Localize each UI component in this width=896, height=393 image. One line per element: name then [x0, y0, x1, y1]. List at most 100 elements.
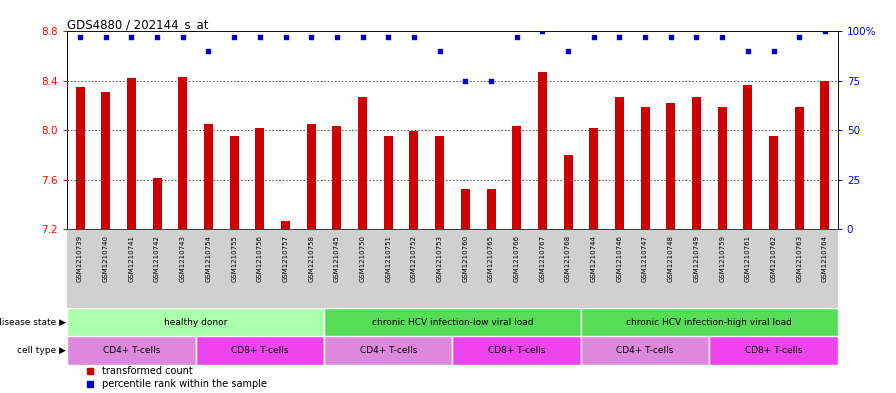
Bar	[67, 336, 195, 365]
Bar	[667, 103, 676, 229]
Bar	[718, 107, 727, 229]
Bar	[581, 336, 710, 365]
Text: GSM1210763: GSM1210763	[797, 235, 802, 282]
Text: GDS4880 / 202144_s_at: GDS4880 / 202144_s_at	[67, 18, 209, 31]
Bar	[409, 131, 418, 229]
Bar	[332, 127, 341, 229]
Bar	[795, 107, 804, 229]
Text: GSM1210742: GSM1210742	[154, 235, 160, 282]
Text: GSM1210748: GSM1210748	[668, 235, 674, 282]
Bar	[281, 222, 290, 229]
Point	[253, 34, 267, 40]
Point	[73, 34, 87, 40]
Text: GSM1210753: GSM1210753	[436, 235, 443, 282]
Text: transformed count: transformed count	[102, 366, 193, 376]
Point	[304, 34, 318, 40]
Text: GSM1210755: GSM1210755	[231, 235, 237, 282]
Text: GSM1210765: GSM1210765	[488, 235, 494, 282]
Bar	[178, 77, 187, 229]
Bar	[710, 336, 838, 365]
Text: GSM1210740: GSM1210740	[103, 235, 108, 282]
Text: GSM1210766: GSM1210766	[513, 235, 520, 282]
Point	[279, 34, 293, 40]
Bar	[513, 127, 521, 229]
Text: healthy donor: healthy donor	[164, 318, 228, 327]
Bar	[769, 136, 778, 229]
Bar	[152, 178, 161, 229]
Text: GSM1210750: GSM1210750	[359, 235, 366, 282]
Bar	[590, 128, 599, 229]
Point	[535, 28, 549, 35]
Text: GSM1210747: GSM1210747	[642, 235, 648, 282]
Text: CD8+ T-cells: CD8+ T-cells	[745, 346, 802, 355]
Bar	[358, 97, 367, 229]
Point	[150, 34, 164, 40]
Point	[99, 34, 113, 40]
Text: GSM1210752: GSM1210752	[411, 235, 417, 282]
Point	[407, 34, 421, 40]
Point	[689, 34, 703, 40]
Text: GSM1210761: GSM1210761	[745, 235, 751, 282]
Bar	[255, 128, 264, 229]
Point	[356, 34, 370, 40]
Bar	[67, 308, 324, 336]
Text: GSM1210744: GSM1210744	[590, 235, 597, 282]
Text: chronic HCV infection-high viral load: chronic HCV infection-high viral load	[626, 318, 792, 327]
Bar	[229, 136, 238, 229]
Point	[510, 34, 524, 40]
Bar	[461, 189, 470, 229]
Bar	[195, 336, 324, 365]
Text: GSM1210743: GSM1210743	[180, 235, 185, 282]
Text: CD4+ T-cells: CD4+ T-cells	[359, 346, 417, 355]
Bar	[306, 124, 315, 229]
Point	[125, 34, 139, 40]
Bar	[324, 336, 452, 365]
Point	[561, 48, 575, 54]
Bar	[383, 136, 392, 229]
Text: GSM1210757: GSM1210757	[282, 235, 289, 282]
Point	[612, 34, 626, 40]
Point	[458, 78, 472, 84]
Point	[766, 48, 780, 54]
Point	[202, 48, 216, 54]
Point	[227, 34, 241, 40]
Text: GSM1210759: GSM1210759	[719, 235, 725, 282]
Bar	[75, 87, 84, 229]
Bar	[452, 336, 581, 365]
Bar	[692, 97, 701, 229]
Point	[176, 34, 190, 40]
Text: GSM1210760: GSM1210760	[462, 235, 469, 282]
Bar	[615, 97, 624, 229]
Point	[818, 28, 832, 35]
Point	[741, 48, 755, 54]
Text: percentile rank within the sample: percentile rank within the sample	[102, 379, 267, 389]
Text: GSM1210768: GSM1210768	[565, 235, 571, 282]
Bar	[324, 308, 581, 336]
Text: GSM1210764: GSM1210764	[822, 235, 828, 282]
Text: CD8+ T-cells: CD8+ T-cells	[231, 346, 289, 355]
Point	[484, 78, 498, 84]
Point	[638, 34, 652, 40]
Bar	[641, 107, 650, 229]
Bar	[581, 308, 838, 336]
Text: GSM1210745: GSM1210745	[334, 235, 340, 282]
Bar	[538, 72, 547, 229]
Text: GSM1210741: GSM1210741	[128, 235, 134, 282]
Point	[587, 34, 601, 40]
Bar	[487, 189, 495, 229]
Bar	[127, 78, 136, 229]
Text: GSM1210767: GSM1210767	[539, 235, 546, 282]
Point	[664, 34, 678, 40]
Text: GSM1210749: GSM1210749	[694, 235, 700, 282]
Text: GSM1210758: GSM1210758	[308, 235, 314, 282]
Text: GSM1210762: GSM1210762	[771, 235, 777, 282]
Point	[381, 34, 395, 40]
Text: CD8+ T-cells: CD8+ T-cells	[488, 346, 546, 355]
Text: GSM1210754: GSM1210754	[205, 235, 211, 282]
Point	[330, 34, 344, 40]
Text: cell type ▶: cell type ▶	[17, 346, 66, 355]
Text: GSM1210739: GSM1210739	[77, 235, 83, 282]
Bar	[744, 84, 753, 229]
Text: chronic HCV infection-low viral load: chronic HCV infection-low viral load	[372, 318, 533, 327]
Point	[715, 34, 729, 40]
